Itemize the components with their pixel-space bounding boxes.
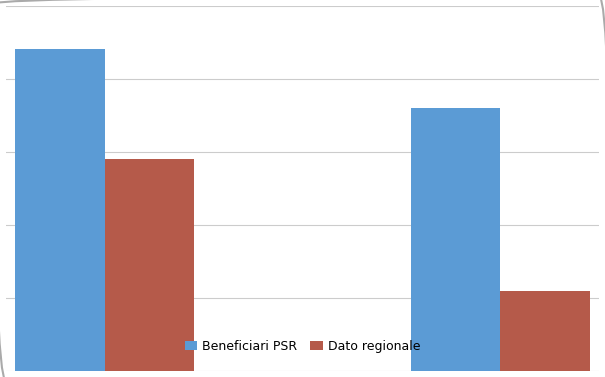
Bar bbox=[16, 49, 105, 371]
Bar bbox=[500, 291, 589, 371]
Bar bbox=[411, 108, 500, 371]
Legend: Beneficiari PSR, Dato regionale: Beneficiari PSR, Dato regionale bbox=[180, 335, 425, 358]
Bar bbox=[105, 159, 194, 371]
